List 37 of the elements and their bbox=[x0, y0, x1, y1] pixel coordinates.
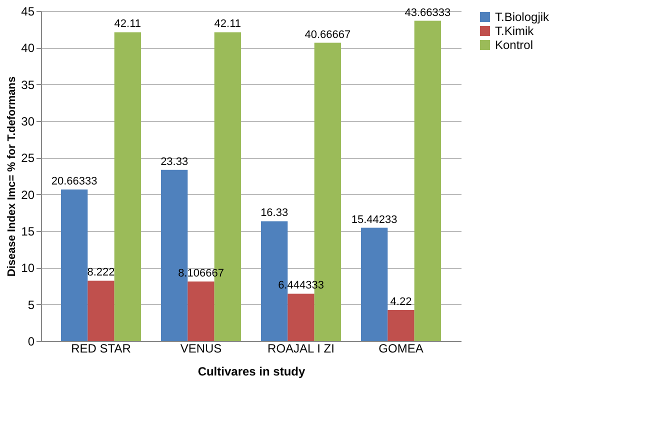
bar bbox=[114, 32, 141, 341]
bar bbox=[61, 189, 88, 341]
y-tick-label: 10 bbox=[21, 261, 35, 276]
data-label: 8.222 bbox=[87, 266, 115, 279]
data-label: 42.11 bbox=[114, 18, 142, 30]
y-tick-label: 20 bbox=[21, 188, 35, 202]
bar bbox=[388, 310, 414, 341]
data-label: 4.22 bbox=[390, 296, 412, 308]
x-tick-label: ROAJAL I ZI bbox=[268, 342, 334, 356]
bar bbox=[361, 228, 388, 341]
y-tick-label: 5 bbox=[28, 298, 35, 312]
data-label: 16.33 bbox=[260, 207, 288, 220]
legend-label: T.Kimik bbox=[495, 24, 535, 38]
data-label: 20.66333 bbox=[51, 175, 98, 188]
bar bbox=[88, 280, 114, 341]
y-tick-label: 35 bbox=[21, 78, 35, 92]
y-tick-label: 45 bbox=[21, 4, 35, 18]
y-tick-label: 40 bbox=[21, 41, 35, 56]
legend-label: Kontrol bbox=[495, 38, 534, 52]
x-tick-label: VENUS bbox=[180, 342, 222, 356]
y-tick-label: 25 bbox=[21, 151, 35, 166]
bar bbox=[188, 282, 214, 341]
x-axis-title: Cultivares in study bbox=[198, 364, 306, 378]
data-label: 43.66333 bbox=[404, 6, 451, 19]
x-tick-label: GOMEA bbox=[378, 342, 424, 356]
data-label: 40.66667 bbox=[304, 28, 351, 41]
data-label: 23.33 bbox=[160, 156, 188, 168]
y-tick-label: 30 bbox=[21, 114, 35, 128]
x-tick-label: RED STAR bbox=[71, 342, 132, 356]
data-label: 42.11 bbox=[214, 18, 242, 30]
bar bbox=[414, 20, 441, 341]
bar bbox=[288, 294, 314, 341]
y-tick-label: 0 bbox=[28, 334, 35, 348]
legend-label: T.Biologjik bbox=[495, 10, 550, 24]
y-axis-title: Disease Index Imc= % for T.deformans bbox=[6, 76, 18, 277]
data-label: 15.44233 bbox=[351, 214, 398, 226]
y-tick-label: 15 bbox=[21, 224, 35, 238]
